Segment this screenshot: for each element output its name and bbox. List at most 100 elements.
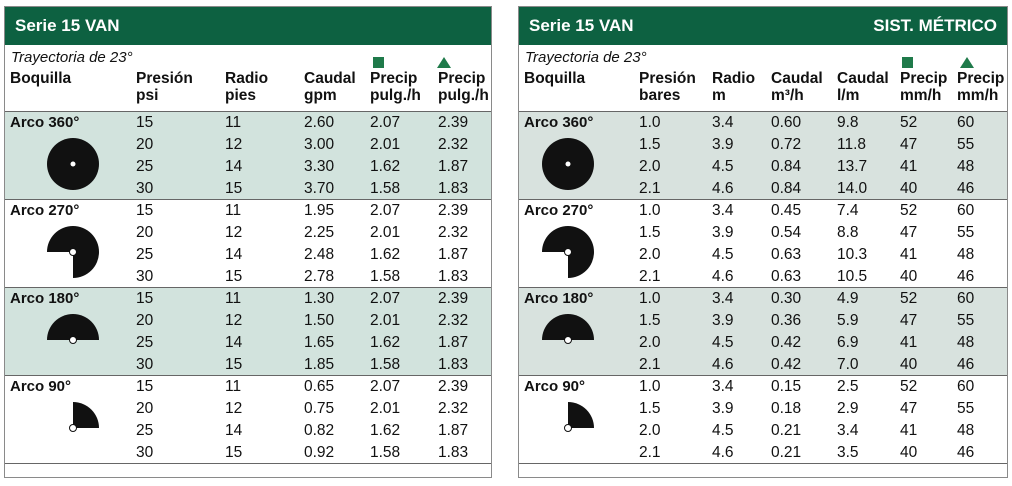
table-cell: 48	[957, 158, 975, 175]
table-cell: 2.78	[304, 268, 335, 285]
table-cell: 1.5	[639, 224, 661, 241]
table-cell: 11	[225, 114, 242, 131]
imperial-header-0: Boquilla	[10, 70, 72, 87]
table-cell: 3.4	[712, 114, 734, 131]
table-cell: 2.32	[438, 224, 469, 241]
metric-header-3: Caudal m³/h	[771, 70, 823, 104]
table-cell: 14.0	[837, 180, 868, 197]
table-cell: 2.1	[639, 180, 661, 197]
table-row: 20 12 2.25 2.01 2.32	[5, 222, 491, 244]
table-cell: 2.0	[639, 246, 661, 263]
table-cell: 11	[225, 290, 242, 307]
metric-header-5: Precip mm/h	[900, 70, 948, 104]
table-cell: 3.9	[712, 312, 734, 329]
table-cell: 0.21	[771, 444, 802, 461]
table-cell: 41	[900, 246, 918, 263]
arc-label: Arco 270°	[524, 202, 594, 219]
metric-group-3: Arco 90° 1.0 3.4 0.15 2.5 52 60 1.5 3.9 0.18 2.9 47…	[519, 376, 1007, 464]
table-cell: 0.18	[771, 400, 802, 417]
table-cell: 0.42	[771, 356, 802, 373]
table-row: 25 14 3.30 1.62 1.87	[5, 156, 491, 178]
metric-header-1: Presión bares	[639, 70, 696, 104]
table-row: 1.5 3.9 0.54 8.8 47 55	[519, 222, 1007, 244]
table-row: 2.0 4.5 0.84 13.7 41 48	[519, 156, 1007, 178]
table-cell: 4.9	[837, 290, 859, 307]
table-cell: 1.95	[304, 202, 335, 219]
table-cell: 2.60	[304, 114, 335, 131]
table-cell: 3.30	[304, 158, 335, 175]
table-cell: 15	[225, 444, 243, 461]
table-cell: 0.63	[771, 268, 802, 285]
table-cell: 1.0	[639, 114, 661, 131]
metric-system-label: SIST. MÉTRICO	[873, 16, 997, 35]
table-cell: 1.87	[438, 334, 469, 351]
arc-90-icon	[69, 402, 99, 432]
table-cell: 0.60	[771, 114, 802, 131]
table-cell: 2.1	[639, 356, 661, 373]
square-marker-icon	[902, 57, 913, 68]
table-cell: 52	[900, 378, 918, 395]
table-cell: 2.39	[438, 378, 469, 395]
table-cell: 4.5	[712, 158, 734, 175]
table-cell: 0.84	[771, 180, 802, 197]
table-cell: 15	[225, 268, 243, 285]
triangle-marker-icon	[437, 57, 451, 68]
table-cell: 0.30	[771, 290, 802, 307]
imperial-title-bar: Serie 15 VAN	[5, 7, 491, 45]
arc-360-icon	[542, 138, 594, 190]
table-cell: 48	[957, 422, 975, 439]
arc-90-icon	[564, 402, 594, 432]
table-cell: 52	[900, 114, 918, 131]
table-row: 1.0 3.4 0.15 2.5 52 60	[519, 376, 1007, 398]
table-cell: 0.65	[304, 378, 335, 395]
metric-subtitle: Trayectoria de 23°	[525, 49, 647, 66]
table-row: 30 15 3.70 1.58 1.83	[5, 178, 491, 200]
table-row: 30 15 1.85 1.58 1.83	[5, 354, 491, 376]
arc-label: Arco 180°	[10, 290, 80, 307]
table-cell: 47	[900, 224, 918, 241]
imperial-group-3: Arco 90° 15 11 0.65 2.07 2.39 20 12 0.75 2.01 2.32…	[5, 376, 491, 464]
table-cell: 1.0	[639, 290, 661, 307]
table-cell: 11	[225, 378, 242, 395]
table-cell: 47	[900, 312, 918, 329]
table-cell: 10.3	[837, 246, 868, 263]
imperial-column-headers: Boquilla Presión psi Radio pies Caudal gpm P…	[5, 57, 491, 112]
table-cell: 30	[136, 268, 154, 285]
arc-180-icon	[542, 314, 594, 344]
table-cell: 2.0	[639, 158, 661, 175]
table-cell: 1.0	[639, 202, 661, 219]
table-cell: 4.6	[712, 268, 734, 285]
table-cell: 2.01	[370, 400, 401, 417]
table-cell: 46	[957, 180, 975, 197]
table-cell: 2.01	[370, 312, 401, 329]
imperial-group-2: Arco 180° 15 11 1.30 2.07 2.39 20 12 1.50 2.01 2.3…	[5, 288, 491, 376]
table-cell: 1.87	[438, 246, 469, 263]
table-cell: 10.5	[837, 268, 868, 285]
table-row: 30 15 2.78 1.58 1.83	[5, 266, 491, 288]
metric-group-0: Arco 360° 1.0 3.4 0.60 9.8 52 60 1.5 3.9 0.72 11.8…	[519, 112, 1007, 200]
table-cell: 25	[136, 158, 154, 175]
table-cell: 4.5	[712, 246, 734, 263]
imperial-header-1: Presión psi	[136, 70, 193, 104]
imperial-header-3: Caudal gpm	[304, 70, 356, 104]
imperial-table-panel: Serie 15 VAN Trayectoria de 23° Boquilla…	[4, 6, 492, 478]
table-cell: 47	[900, 136, 918, 153]
table-cell: 2.01	[370, 136, 401, 153]
table-cell: 2.32	[438, 312, 469, 329]
table-cell: 2.0	[639, 422, 661, 439]
table-cell: 46	[957, 444, 975, 461]
table-cell: 2.25	[304, 224, 335, 241]
table-cell: 2.39	[438, 202, 469, 219]
table-cell: 2.32	[438, 400, 469, 417]
table-cell: 1.58	[370, 356, 401, 373]
table-cell: 52	[900, 202, 918, 219]
table-cell: 1.62	[370, 246, 401, 263]
arc-label: Arco 360°	[524, 114, 594, 131]
table-cell: 3.4	[712, 378, 734, 395]
table-row: 2.1 4.6 0.63 10.5 40 46	[519, 266, 1007, 288]
table-cell: 1.62	[370, 158, 401, 175]
table-row: 1.5 3.9 0.36 5.9 47 55	[519, 310, 1007, 332]
table-cell: 60	[957, 114, 975, 131]
table-cell: 55	[957, 400, 975, 417]
table-cell: 41	[900, 334, 918, 351]
